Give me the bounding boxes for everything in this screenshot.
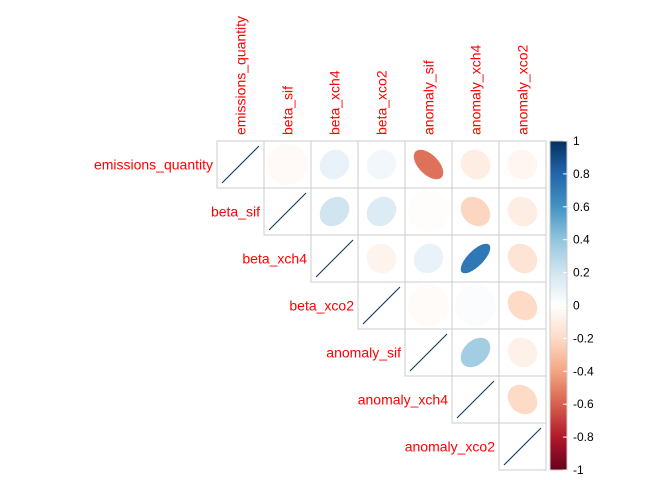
column-label: beta_xco2	[374, 70, 390, 135]
correlation-ellipse	[413, 149, 444, 180]
colorbar-tick-label: 0.4	[573, 233, 590, 247]
correlation-ellipse	[507, 290, 538, 321]
row-label: anomaly_xco2	[405, 439, 495, 455]
colorbar-tick-label: -0.6	[573, 397, 594, 411]
correlation-ellipse	[507, 149, 538, 180]
row-label: beta_xco2	[289, 298, 354, 314]
colorbar-tick-label: 0.2	[573, 266, 590, 280]
diagonal-line-mark	[409, 333, 448, 372]
diagonal-line-mark	[221, 145, 260, 184]
correlation-ellipse	[366, 243, 397, 274]
column-label: beta_xch4	[327, 70, 343, 135]
correlation-ellipse	[460, 243, 491, 274]
row-label: anomaly_xch4	[358, 392, 448, 408]
correlation-ellipse	[267, 144, 308, 185]
correlation-ellipse	[413, 243, 444, 274]
correlation-ellipse	[507, 196, 538, 227]
diagonal-line-mark	[362, 286, 401, 325]
colorbar-tick-label: 1	[573, 134, 580, 148]
colorbar-tick-label: 0.8	[573, 167, 590, 181]
colorbar-tick-label: -0.4	[573, 364, 594, 378]
matrix-cells	[221, 144, 542, 466]
column-label: anomaly_sif	[421, 60, 437, 135]
colorbar-tick-label: -1	[573, 463, 584, 477]
correlation-ellipse	[408, 191, 449, 232]
column-label: anomaly_xco2	[515, 45, 531, 135]
diagonal-line-mark	[268, 192, 307, 231]
row-label: emissions_quantity	[94, 157, 213, 173]
column-label: anomaly_xch4	[468, 45, 484, 135]
correlation-ellipse	[455, 285, 496, 326]
correlation-ellipse	[507, 337, 538, 368]
diagonal-line-mark	[503, 427, 542, 466]
colorbar-legend: 1 0.8 0.6 0.4 0.2 0 -0.2 -0.4 -0.6 -0.8 -1	[549, 134, 594, 477]
correlation-ellipse	[408, 285, 449, 326]
diagonal-line-mark	[315, 239, 354, 278]
correlation-ellipse	[366, 196, 397, 227]
row-labels: emissions_quantity beta_sif beta_xch4 beta_…	[94, 157, 495, 455]
column-labels: emissions_quantity beta_sif beta_xch4 beta_…	[233, 16, 531, 135]
colorbar-tick-label: -0.8	[573, 430, 594, 444]
row-label: beta_xch4	[242, 251, 307, 267]
colorbar-tick-label: -0.2	[573, 331, 594, 345]
colorbar-tick-label: 0	[573, 299, 580, 313]
correlation-ellipse	[460, 149, 491, 180]
row-label: anomaly_sif	[326, 345, 401, 361]
correlation-ellipse	[319, 196, 350, 227]
column-label: emissions_quantity	[233, 16, 249, 135]
column-label: beta_sif	[280, 86, 296, 135]
correlation-ellipse	[319, 149, 350, 180]
correlation-ellipse	[460, 337, 491, 368]
correlation-ellipse	[460, 196, 491, 227]
correlation-ellipse	[507, 384, 538, 415]
grid-cell	[498, 281, 547, 330]
diagonal-line-mark	[456, 380, 495, 419]
row-label: beta_sif	[211, 204, 260, 220]
colorbar-tick-label: 0.6	[573, 200, 590, 214]
correlation-ellipse	[507, 243, 538, 274]
correlation-ellipse	[366, 149, 397, 180]
